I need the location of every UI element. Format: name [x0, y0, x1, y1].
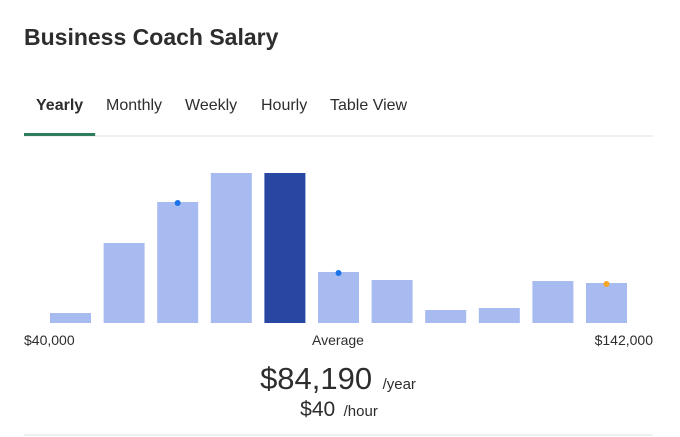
min-label: $40,000 [24, 332, 75, 348]
bar [586, 283, 627, 323]
bar-marker [335, 270, 342, 276]
bar [371, 280, 413, 323]
bar [264, 173, 306, 323]
bar [157, 202, 199, 323]
bar [318, 272, 359, 323]
average-label: Average [312, 332, 364, 348]
bar-marker [174, 200, 181, 206]
yearly-amount: $84,190 [260, 361, 372, 396]
tab[interactable]: Monthly [106, 97, 162, 114]
hourly-amount: $40 [300, 398, 335, 421]
tab[interactable]: Hourly [261, 97, 307, 114]
bar [532, 281, 574, 323]
yearly-unit: /year [383, 376, 416, 393]
tab[interactable]: Weekly [185, 97, 237, 114]
bar [210, 173, 252, 323]
histogram [50, 173, 627, 323]
tab-bar: Yearly Monthly Weekly Hourly Table View [24, 97, 408, 136]
hourly-unit: /hour [344, 403, 378, 420]
bar [103, 243, 145, 323]
bar [478, 308, 520, 323]
yearly-salary: $84,190 /year [260, 361, 416, 396]
tab[interactable]: Table View [330, 97, 408, 114]
bar-marker [603, 281, 610, 287]
bar [50, 313, 91, 323]
tab[interactable]: Yearly [36, 97, 83, 114]
max-label: $142,000 [595, 332, 654, 348]
active-tab-indicator [24, 133, 96, 136]
bar [425, 310, 467, 323]
page-title: Business Coach Salary [24, 24, 279, 50]
hourly-salary: $40 /hour [300, 398, 378, 421]
